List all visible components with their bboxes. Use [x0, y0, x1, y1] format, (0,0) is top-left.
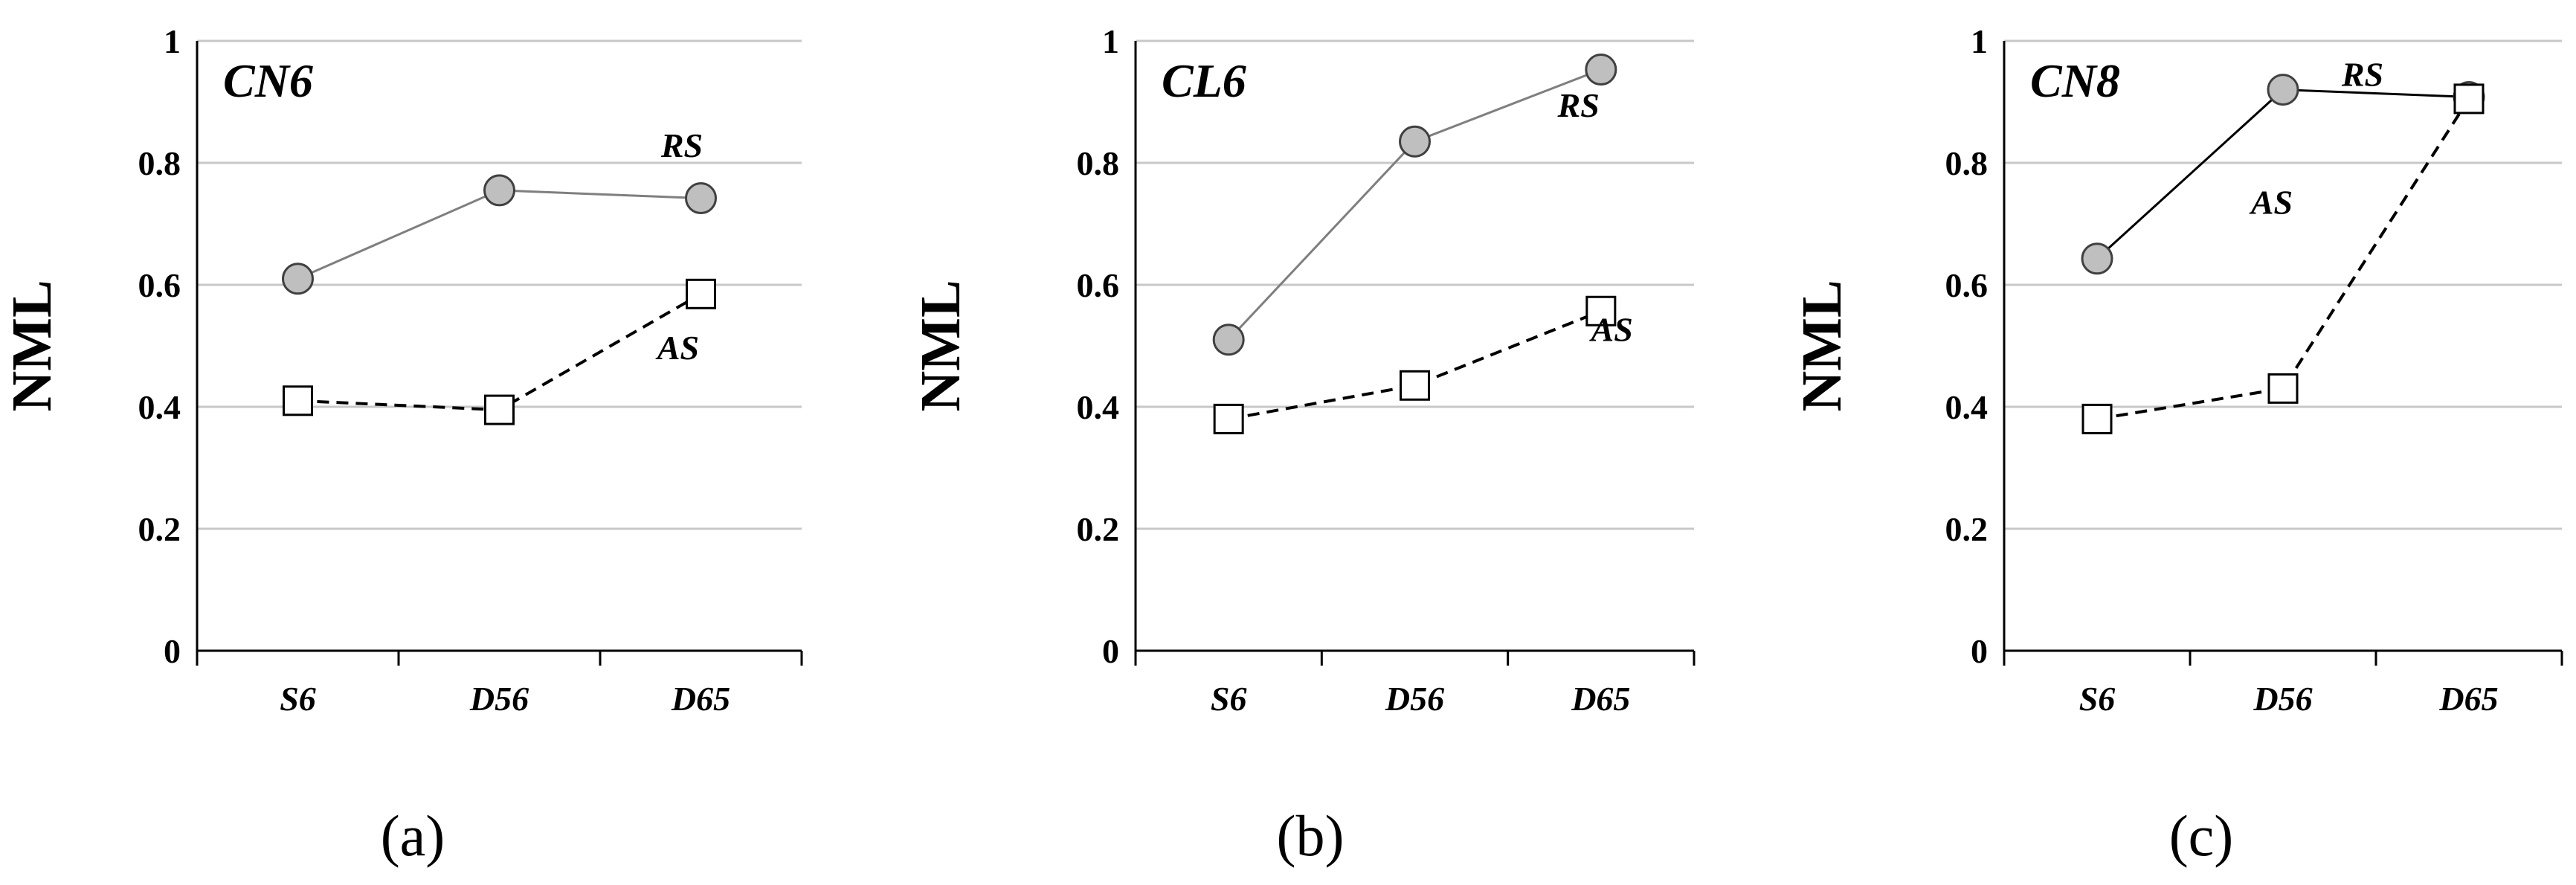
- chart-panel-cl6: 0 0.2 0.4 0.6 0.8 1 S6 D56 D65 NML CL6 RS AS (b): [909, 22, 1696, 868]
- series-label-as: AS: [655, 329, 699, 367]
- y-tick-label: 1: [1971, 22, 1988, 60]
- panel-caption: (a): [381, 803, 445, 868]
- y-tick-label: 0.8: [1945, 144, 1989, 182]
- series-line-rs: [1228, 68, 1602, 341]
- series-label-rs: RS: [1557, 86, 1600, 124]
- x-tick-label: S6: [2079, 680, 2116, 718]
- x-tick-label: S6: [280, 680, 316, 718]
- y-tick-label: 1: [164, 22, 181, 60]
- chart-panel-cn6: 0 0.2 0.4 0.6 0.8 1 S6 D56 D65 NML CN6 RS AS (a): [1, 22, 803, 868]
- marker-as-point: [1585, 295, 1617, 326]
- marker-rs-point: [483, 174, 515, 207]
- y-tick-label: 0.8: [138, 144, 181, 182]
- y-tick-label: 0.6: [138, 266, 181, 304]
- marker-as-point: [484, 394, 515, 425]
- panel-title: CL6: [1162, 54, 1246, 107]
- y-tick-label: 0: [1102, 632, 1119, 670]
- marker-rs-point: [1399, 125, 1431, 158]
- y-tick-label: 0.6: [1945, 266, 1989, 304]
- marker-as-point: [686, 278, 716, 309]
- panel-title: CN8: [2030, 54, 2120, 107]
- marker-as-point: [2081, 403, 2113, 434]
- series-label-as: AS: [2249, 184, 2293, 222]
- series-line-as: [2096, 97, 2470, 421]
- marker-as-point: [1400, 370, 1430, 401]
- y-axis-label: NML: [1, 280, 63, 411]
- panel-caption: (c): [2169, 803, 2234, 868]
- series-label-rs: RS: [2341, 56, 2383, 94]
- series-line-rs: [2096, 88, 2470, 260]
- x-tick-label: D56: [1385, 680, 1444, 718]
- series-label-as: AS: [1589, 310, 1633, 348]
- y-tick-label: 0: [164, 632, 181, 670]
- y-tick-label: 0.6: [1077, 266, 1120, 304]
- marker-rs-point: [685, 182, 717, 215]
- x-tick-label: D65: [671, 680, 730, 718]
- series-line-as: [1228, 309, 1602, 421]
- marker-as-point: [2453, 83, 2485, 115]
- x-tick-label: S6: [1211, 680, 1247, 718]
- y-axis-label: NML: [909, 280, 972, 411]
- x-tick-label: D56: [2253, 680, 2312, 718]
- marker-rs-point: [2267, 74, 2299, 106]
- y-tick-label: 0.2: [138, 510, 181, 548]
- x-tick-label: D56: [469, 680, 529, 718]
- panel-title: CN6: [223, 54, 313, 107]
- y-tick-label: 0.4: [1945, 388, 1989, 426]
- y-tick-label: 0.2: [1077, 510, 1120, 548]
- y-tick-label: 0: [1971, 632, 1988, 670]
- marker-rs-point: [1585, 54, 1617, 86]
- y-tick-label: 0.2: [1945, 510, 1989, 548]
- y-tick-label: 0.4: [1077, 388, 1120, 426]
- x-tick-label: D65: [1571, 680, 1630, 718]
- y-tick-label: 0.4: [138, 388, 181, 426]
- series-line-as: [297, 292, 702, 412]
- x-tick-label: D65: [2438, 680, 2498, 718]
- marker-as-point: [283, 385, 313, 416]
- y-tick-label: 0.8: [1077, 144, 1120, 182]
- marker-as-point: [1213, 403, 1244, 434]
- marker-as-point: [2267, 373, 2299, 404]
- marker-rs-point: [2081, 242, 2113, 275]
- marker-rs-point: [282, 263, 314, 295]
- y-tick-label: 1: [1102, 22, 1119, 60]
- y-axis-label: NML: [1791, 280, 1853, 411]
- series-label-rs: RS: [660, 126, 703, 164]
- marker-rs-point: [1212, 324, 1245, 356]
- panel-caption: (b): [1277, 803, 1345, 868]
- chart-panel-cn8: 0 0.2 0.4 0.6 0.8 1 S6 D56 D65 NML CN8 RS AS (c): [1791, 22, 2563, 868]
